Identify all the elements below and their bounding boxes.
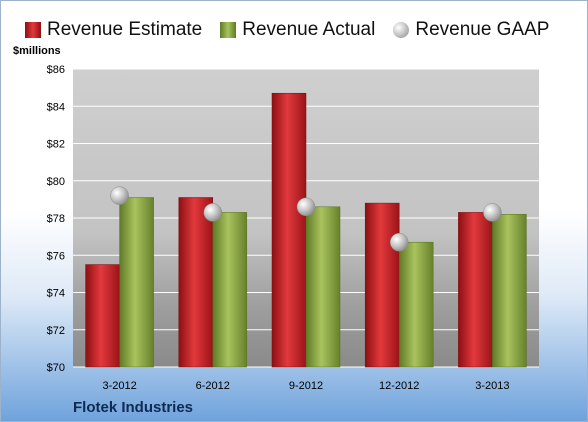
x-tick-label: 3-2012 [102, 380, 136, 392]
y-tick-label: $72 [47, 325, 65, 337]
marker-revenue-gaap [110, 186, 129, 205]
x-tick-label: 3-2013 [475, 380, 509, 392]
legend-label-gaap: Revenue GAAP [415, 19, 550, 40]
gaap-markers [110, 186, 502, 252]
company-name: Flotek Industries [73, 399, 194, 416]
legend-item-gaap: Revenue GAAP [393, 19, 549, 41]
estimate-swatch-icon [25, 22, 41, 38]
x-tick-label: 9-2012 [289, 380, 323, 392]
legend-item-estimate: Revenue Estimate [25, 19, 202, 41]
marker-revenue-gaap [389, 232, 409, 252]
y-axis-ticks: $70 $72 $74 $76 $78 $80 $82 $84 $86 [47, 64, 65, 374]
legend-item-actual: Revenue Actual [220, 19, 375, 41]
bar-revenue-actual [398, 241, 434, 368]
bar-revenue-estimate [271, 92, 307, 368]
y-tick-label: $74 [47, 288, 65, 300]
y-tick-label: $70 [47, 362, 65, 374]
legend-label-estimate: Revenue Estimate [47, 19, 203, 40]
legend: Revenue Estimate Revenue Actual Revenue … [25, 15, 567, 45]
marker-revenue-gaap [483, 203, 502, 222]
y-tick-label: $86 [47, 64, 65, 76]
x-tick-label: 12-2012 [379, 380, 419, 392]
actual-swatch-icon [220, 22, 237, 38]
bar-revenue-actual [492, 214, 527, 368]
bar-revenue-actual [212, 212, 248, 368]
y-tick-label: $84 [47, 101, 65, 113]
bar-revenue-estimate [85, 264, 120, 368]
marker-revenue-gaap [296, 197, 316, 217]
legend-label-actual: Revenue Actual [242, 19, 376, 40]
bar-revenue-actual [305, 206, 341, 368]
y-tick-label: $76 [47, 250, 65, 262]
gaap-marker-icon [393, 22, 410, 38]
x-tick-label: 6-2012 [196, 380, 230, 392]
y-tick-label: $80 [47, 176, 65, 188]
bar-revenue-actual [119, 197, 154, 368]
x-axis-ticks: 3-2012 6-2012 9-2012 12-2012 3-2013 [102, 380, 509, 392]
marker-revenue-gaap [203, 203, 223, 222]
y-axis-title: $millions [13, 45, 61, 57]
y-tick-label: $82 [47, 139, 65, 151]
bar-revenue-estimate [178, 197, 214, 368]
y-tick-label: $78 [47, 213, 65, 225]
bar-revenue-estimate [458, 212, 493, 368]
bar-revenue-estimate [364, 202, 400, 368]
bars [85, 92, 527, 368]
